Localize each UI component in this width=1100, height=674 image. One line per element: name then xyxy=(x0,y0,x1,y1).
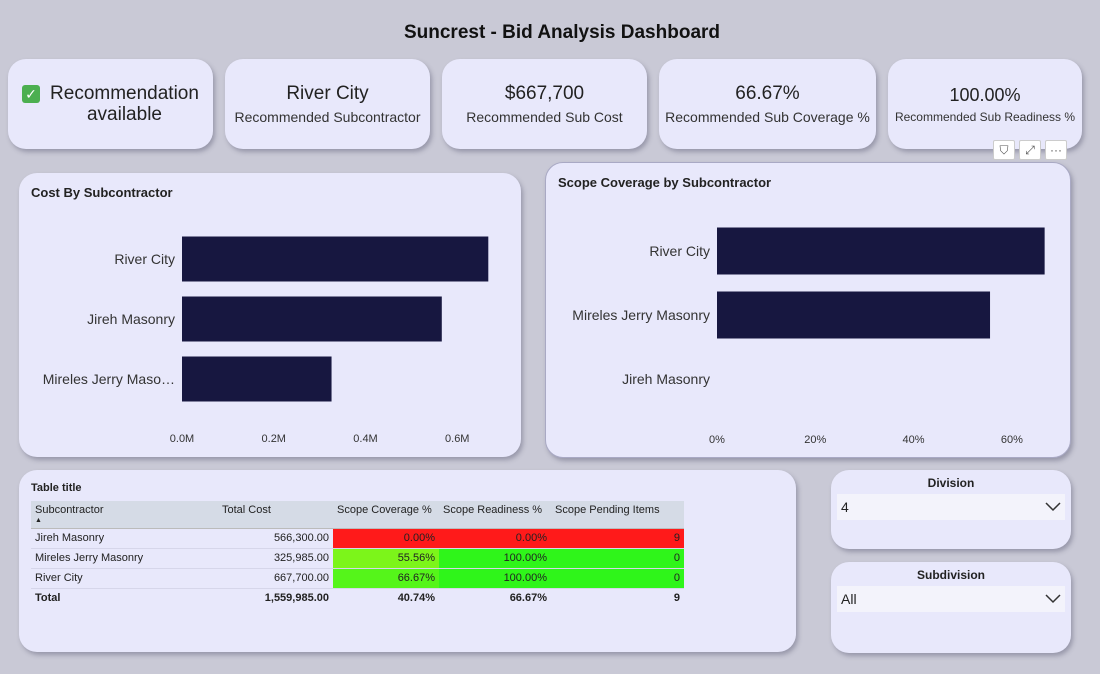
bar[interactable] xyxy=(717,227,1045,275)
category-label: Mireles Jerry Maso… xyxy=(43,371,175,387)
kpi-card-subcontractor: River City Recommended Subcontractor xyxy=(225,59,430,149)
cost-chart-card[interactable]: Cost By Subcontractor River City Jireh Ma… xyxy=(19,173,521,457)
tick-label: 0.0M xyxy=(170,433,194,445)
slicer-title: Subdivision xyxy=(916,568,985,582)
kpi-card-coverage: 66.67% Recommended Sub Coverage % xyxy=(659,59,876,149)
subdivision-slicer: Subdivision All xyxy=(831,562,1071,653)
tick-label: 40% xyxy=(903,434,925,446)
tick-label: 60% xyxy=(1001,434,1023,446)
focus-mode-icon[interactable]: ⤢ xyxy=(1019,140,1041,160)
total-pending: 9 xyxy=(673,592,680,605)
total-label: Total xyxy=(35,592,61,605)
cell-scope-pending: 9 xyxy=(551,528,684,549)
division-slicer: Division 4 xyxy=(831,470,1071,549)
dropdown-value: All xyxy=(841,591,857,607)
coverage-chart-card[interactable]: Scope Coverage by Subcontractor River Ci… xyxy=(545,162,1071,458)
category-label: Mireles Jerry Masonry xyxy=(572,307,710,323)
visual-toolbar: ⛉ ⤢ ··· xyxy=(993,140,1067,160)
cell-scope-coverage: 0.00% xyxy=(333,528,439,549)
cell-subcontractor: Jireh Masonry xyxy=(31,528,218,549)
category-label: Jireh Masonry xyxy=(87,311,175,327)
tick-label: 0.2M xyxy=(262,433,286,445)
total-readiness: 66.67% xyxy=(509,592,547,605)
recommendation-text-line1: Recommendation xyxy=(50,83,199,104)
table-total-row: Total 1,559,985.00 40.74% 66.67% 9 xyxy=(31,588,684,608)
cell-scope-readiness: 0.00% xyxy=(439,528,551,549)
division-dropdown[interactable]: 4 xyxy=(837,494,1065,520)
cost-chart-svg: River City Jireh Masonry Mireles Jerry Mas… xyxy=(43,236,489,445)
column-header-subcontractor[interactable]: Subcontractor ▲ xyxy=(31,501,218,529)
cell-total-cost: 667,700.00 xyxy=(218,568,333,589)
bar[interactable] xyxy=(182,236,489,282)
table-row[interactable]: Jireh Masonry 566,300.00 0.00% 0.00% 9 xyxy=(31,528,684,549)
recommendation-card: ✓ Recommendation available xyxy=(8,59,213,149)
cell-scope-pending: 0 xyxy=(551,548,684,569)
kpi-value: River City xyxy=(286,83,369,104)
tick-label: 20% xyxy=(804,434,826,446)
kpi-card-cost: $667,700 Recommended Sub Cost xyxy=(442,59,647,149)
checkbox-checked-icon: ✓ xyxy=(22,85,41,103)
bar[interactable] xyxy=(717,291,991,339)
total-cost: 1,559,985.00 xyxy=(264,592,329,605)
filter-icon[interactable]: ⛉ xyxy=(993,140,1015,160)
coverage-chart-svg: River City Mireles Jerry Masonry Jireh Mas… xyxy=(572,227,1045,446)
subdivision-dropdown[interactable]: All xyxy=(837,586,1065,612)
chart-title: Cost By Subcontractor xyxy=(31,185,173,200)
kpi-value: $667,700 xyxy=(504,83,585,104)
category-label: Jireh Masonry xyxy=(622,371,710,387)
kpi-label: Recommended Sub Readiness % xyxy=(894,109,1076,124)
kpi-value: 66.67% xyxy=(735,83,800,104)
cell-scope-readiness: 100.00% xyxy=(439,548,551,569)
total-coverage: 40.74% xyxy=(397,592,435,605)
subcontractor-table: Subcontractor ▲ Total Cost Scope Coverag… xyxy=(31,501,684,608)
cell-scope-coverage: 66.67% xyxy=(333,568,439,589)
bar[interactable] xyxy=(182,296,442,342)
table-title: Table title xyxy=(31,482,82,494)
cell-scope-pending: 0 xyxy=(551,568,684,589)
category-label: River City xyxy=(114,251,175,267)
dropdown-value: 4 xyxy=(841,499,849,515)
chevron-down-icon xyxy=(1045,594,1061,604)
cell-total-cost: 566,300.00 xyxy=(218,528,333,549)
chart-title: Scope Coverage by Subcontractor xyxy=(558,175,772,190)
table-row[interactable]: Mireles Jerry Masonry 325,985.00 55.56% 100… xyxy=(31,548,684,569)
sort-ascending-icon[interactable]: ▲ xyxy=(35,517,42,524)
cell-scope-coverage: 55.56% xyxy=(333,548,439,569)
kpi-label: Recommended Subcontractor xyxy=(234,109,421,125)
tick-label: 0.4M xyxy=(353,433,377,445)
table-card: Table title Subcontractor ▲ Total Cost S… xyxy=(19,470,796,652)
column-header-scope-readiness[interactable]: Scope Readiness % xyxy=(439,501,551,529)
column-header-scope-pending[interactable]: Scope Pending Items xyxy=(551,501,684,529)
dashboard-title: Suncrest - Bid Analysis Dashboard xyxy=(403,22,721,43)
column-header-scope-coverage[interactable]: Scope Coverage % xyxy=(333,501,439,529)
tick-label: 0% xyxy=(709,434,725,446)
tick-label: 0.6M xyxy=(445,433,469,445)
category-label: River City xyxy=(649,243,710,259)
column-header-total-cost[interactable]: Total Cost xyxy=(218,501,333,529)
table-row[interactable]: River City 667,700.00 66.67% 100.00% 0 xyxy=(31,568,684,589)
chevron-down-icon xyxy=(1045,502,1061,512)
cell-total-cost: 325,985.00 xyxy=(218,548,333,569)
bar[interactable] xyxy=(182,356,332,402)
cell-subcontractor: Mireles Jerry Masonry xyxy=(31,548,218,569)
cell-subcontractor: River City xyxy=(31,568,218,589)
recommendation-text-line2: available xyxy=(86,104,162,125)
slicer-title: Division xyxy=(927,476,975,490)
kpi-label: Recommended Sub Coverage % xyxy=(665,109,870,125)
kpi-value: 100.00% xyxy=(949,84,1021,105)
kpi-label: Recommended Sub Cost xyxy=(466,109,623,125)
kpi-card-readiness: 100.00% Recommended Sub Readiness % xyxy=(888,59,1082,149)
more-options-icon[interactable]: ··· xyxy=(1045,140,1067,160)
cell-scope-readiness: 100.00% xyxy=(439,568,551,589)
